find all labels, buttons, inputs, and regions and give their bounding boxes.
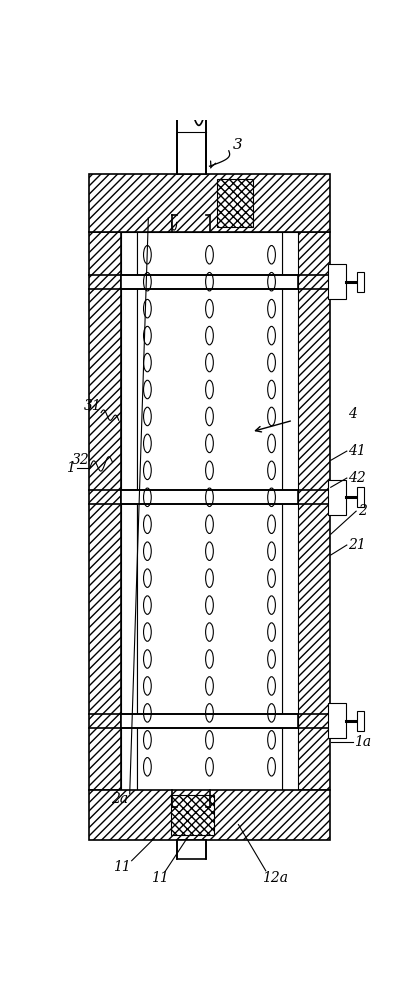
Text: 21: 21 bbox=[349, 538, 366, 552]
Bar bbox=[217, 179, 253, 227]
Bar bbox=[329, 264, 346, 299]
Bar bbox=[89, 232, 121, 790]
Bar bbox=[357, 711, 364, 731]
Text: 32: 32 bbox=[72, 453, 90, 467]
Text: 4: 4 bbox=[349, 407, 357, 421]
Text: 11: 11 bbox=[113, 860, 131, 874]
Text: 11: 11 bbox=[151, 871, 168, 885]
Text: 3: 3 bbox=[233, 138, 243, 152]
Bar bbox=[121, 232, 298, 790]
Text: 1: 1 bbox=[66, 461, 75, 475]
Bar bbox=[121, 275, 298, 289]
Bar bbox=[121, 232, 137, 790]
Bar bbox=[177, 840, 206, 859]
Bar bbox=[177, 85, 206, 174]
Bar bbox=[298, 232, 330, 790]
Bar bbox=[171, 795, 214, 835]
Bar bbox=[137, 232, 282, 790]
Bar bbox=[357, 487, 364, 507]
Bar bbox=[357, 272, 364, 292]
Bar bbox=[89, 174, 330, 232]
Text: 12a: 12a bbox=[262, 871, 288, 885]
Text: 2a: 2a bbox=[111, 792, 128, 806]
Bar bbox=[89, 790, 330, 840]
Text: 1a: 1a bbox=[354, 735, 371, 749]
Text: 2: 2 bbox=[358, 504, 367, 518]
Bar bbox=[121, 714, 298, 728]
Bar bbox=[282, 232, 298, 790]
Text: 31: 31 bbox=[84, 399, 102, 413]
Text: 41: 41 bbox=[349, 444, 366, 458]
Bar bbox=[329, 480, 346, 515]
Bar bbox=[121, 490, 298, 504]
Bar bbox=[329, 703, 346, 738]
Text: 42: 42 bbox=[349, 471, 366, 485]
